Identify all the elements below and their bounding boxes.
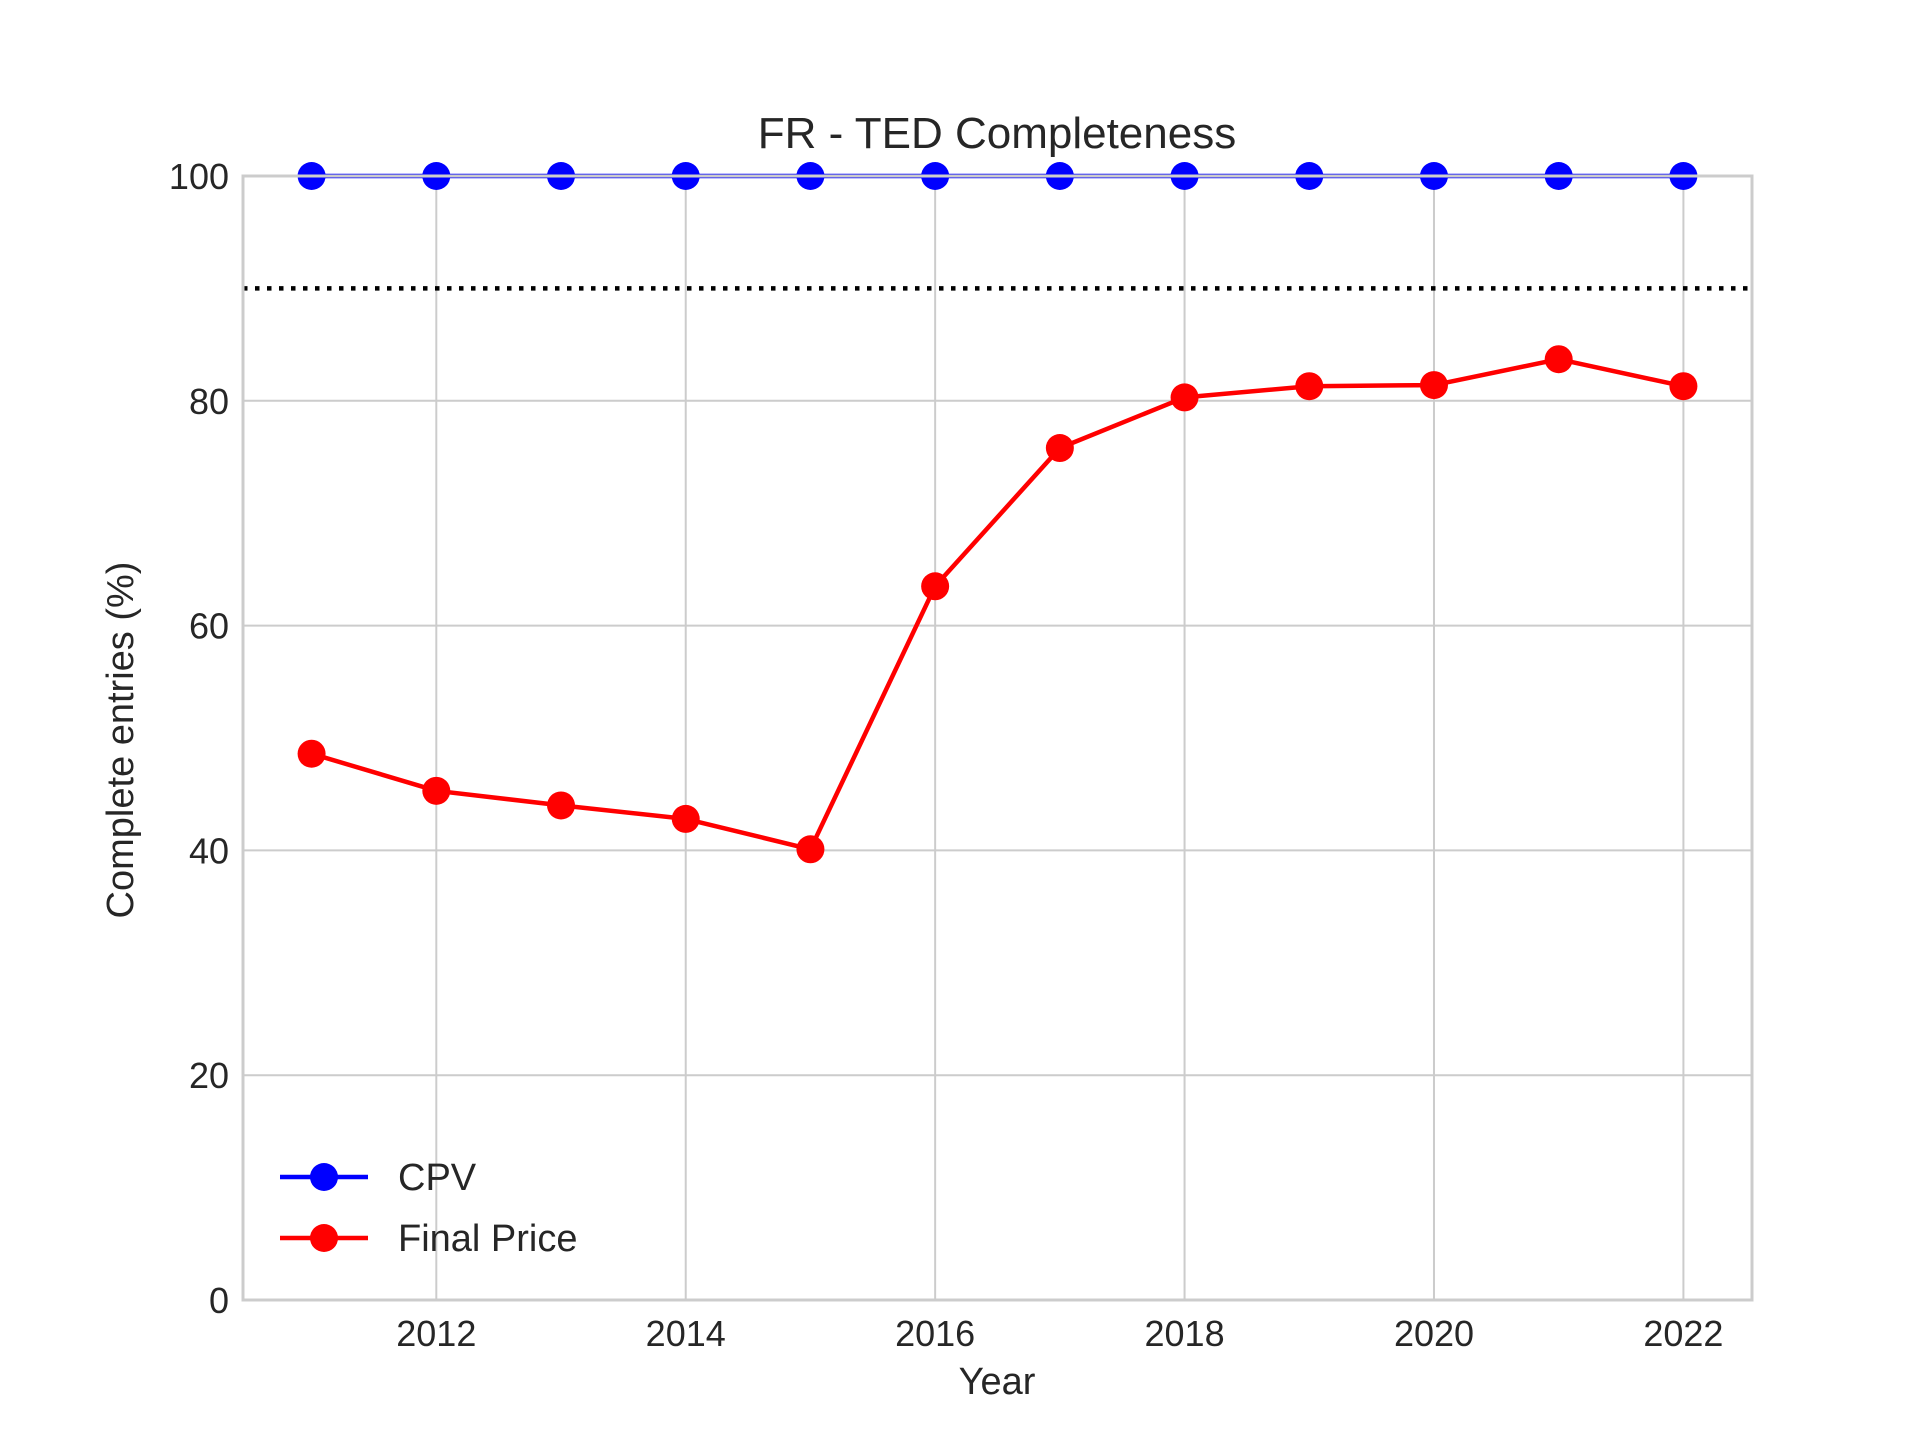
- legend: CPV Final Price: [280, 1157, 578, 1260]
- y-tick-label-60: 60: [189, 606, 229, 647]
- y-tick-label-40: 40: [189, 830, 229, 871]
- y-tick-label-20: 20: [189, 1055, 229, 1096]
- y-tick-label-0: 0: [209, 1280, 229, 1321]
- x-tick-label-2014: 2014: [646, 1313, 726, 1354]
- data-point-final-price-2016: [921, 572, 950, 601]
- chart-title: FR - TED Completeness: [758, 109, 1236, 158]
- legend-final-price-label: Final Price: [398, 1218, 578, 1260]
- legend-final-price-marker: [310, 1224, 338, 1252]
- x-tick-label-2018: 2018: [1145, 1313, 1225, 1354]
- data-point-final-price-2022: [1669, 372, 1698, 401]
- data-point-final-price-2012: [422, 776, 451, 805]
- x-tick-label-2016: 2016: [895, 1313, 975, 1354]
- x-tick-labels: 2012 2014 2016 2018 2020 2022: [396, 1313, 1723, 1354]
- y-tick-label-100: 100: [169, 156, 229, 197]
- legend-cpv-label: CPV: [398, 1157, 477, 1199]
- data-point-final-price-2018: [1170, 383, 1199, 412]
- plot-frame-group: [241, 174, 1754, 1302]
- data-point-final-price-2015: [796, 835, 825, 864]
- series-line-final-price: [310, 356, 1684, 852]
- y-tick-label-80: 80: [189, 381, 229, 422]
- x-tick-label-2020: 2020: [1394, 1313, 1474, 1354]
- data-point-final-price-2020: [1419, 371, 1448, 400]
- data-point-final-price-2019: [1295, 372, 1324, 401]
- data-point-final-price-2021: [1544, 345, 1573, 374]
- data-point-final-price-2017: [1045, 434, 1074, 463]
- plot-frame: [241, 174, 1754, 1302]
- x-tick-label-2012: 2012: [396, 1313, 476, 1354]
- x-tick-label-2022: 2022: [1643, 1313, 1723, 1354]
- data-point-final-price-2014: [671, 804, 700, 833]
- legend-cpv-marker: [310, 1163, 338, 1191]
- y-axis-label: Complete entries (%): [100, 562, 142, 919]
- data-point-final-price-2011: [297, 739, 326, 768]
- x-axis-label: Year: [959, 1361, 1036, 1403]
- y-tick-labels: 0 20 40 60 80 100: [169, 156, 229, 1321]
- data-point-final-price-2013: [547, 791, 576, 820]
